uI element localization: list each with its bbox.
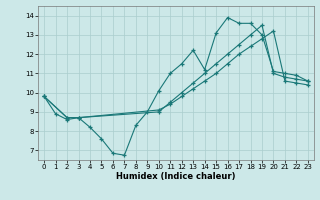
X-axis label: Humidex (Indice chaleur): Humidex (Indice chaleur) [116,172,236,181]
